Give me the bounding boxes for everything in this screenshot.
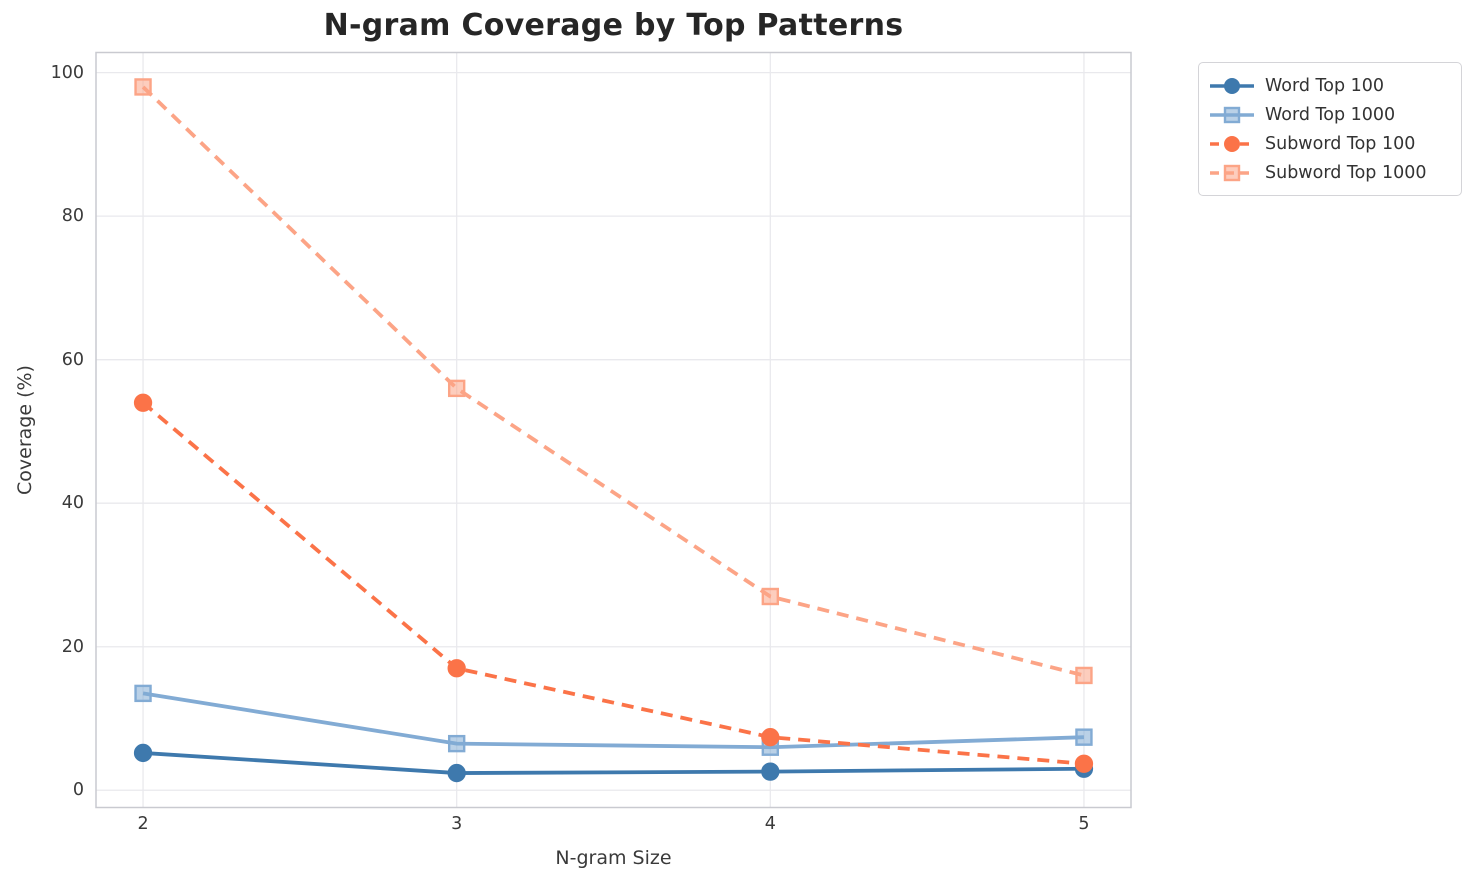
marker-square-word-top-1000 [134, 684, 152, 703]
x-tick-label: 4 [764, 814, 776, 834]
legend-line-marker-icon [1210, 77, 1254, 94]
x-tick-label: 2 [137, 814, 149, 834]
y-tick-label: 40 [61, 493, 84, 514]
y-tick-label: 60 [61, 349, 84, 370]
legend-label: Word Top 100 [1265, 75, 1385, 96]
marker-square-subword-top-1000 [134, 78, 152, 96]
chart-title: N-gram Coverage by Top Patterns [323, 8, 904, 43]
legend-label: Subword Top 100 [1265, 133, 1416, 154]
legend-label: Subword Top 1000 [1265, 162, 1427, 183]
marker-square-subword-top-1000 [447, 379, 466, 398]
legend-marker-circle-icon [1224, 135, 1240, 152]
x-tick-label: 5 [1078, 814, 1090, 834]
x-axis-label: N-gram Size [555, 847, 672, 869]
legend-line-marker-icon [1210, 135, 1254, 152]
marker-square-word-top-1000 [447, 734, 466, 753]
legend-item: Word Top 100 [1209, 71, 1451, 100]
legend-label: Word Top 1000 [1265, 104, 1396, 125]
legend-marker-circle-icon [1224, 77, 1240, 94]
legend-line-marker-icon [1210, 106, 1254, 123]
marker-square-word-top-1000 [1075, 728, 1093, 746]
legend-marker-square-icon [1223, 106, 1241, 123]
marker-circle-subword-top-100 [761, 728, 780, 747]
legend: Word Top 100 Word Top 1000 Subword Top 1… [1198, 62, 1462, 196]
series-line-subword-top-100 [141, 401, 1085, 766]
marker-circle-subword-top-100 [133, 393, 153, 412]
y-tick-label: 100 [50, 62, 84, 83]
y-tick-label: 0 [72, 780, 84, 801]
marker-circle-subword-top-100 [447, 659, 466, 678]
axes-spines [95, 51, 1132, 809]
marker-square-subword-top-1000 [1075, 666, 1093, 685]
marker-circle-word-top-100 [761, 762, 780, 781]
marker-circle-subword-top-100 [1074, 754, 1094, 773]
series-line-word-top-100 [142, 751, 1084, 775]
y-tick-label: 20 [61, 636, 84, 657]
marker-circle-word-top-100 [447, 763, 466, 783]
marker-square-subword-top-1000 [761, 587, 780, 606]
marker-circle-word-top-100 [133, 743, 153, 763]
legend-item: Subword Top 1000 [1209, 158, 1451, 187]
legend-item: Word Top 1000 [1209, 100, 1451, 129]
x-tick-label: 3 [451, 814, 463, 834]
series-line-subword-top-1000 [141, 85, 1085, 678]
legend-line-marker-icon [1210, 164, 1254, 181]
series-line-word-top-1000 [142, 691, 1085, 750]
y-tick-label: 80 [61, 206, 84, 227]
legend-item: Subword Top 100 [1209, 129, 1451, 158]
legend-marker-square-icon [1223, 164, 1241, 181]
y-axis-label: Coverage (%) [14, 365, 36, 495]
